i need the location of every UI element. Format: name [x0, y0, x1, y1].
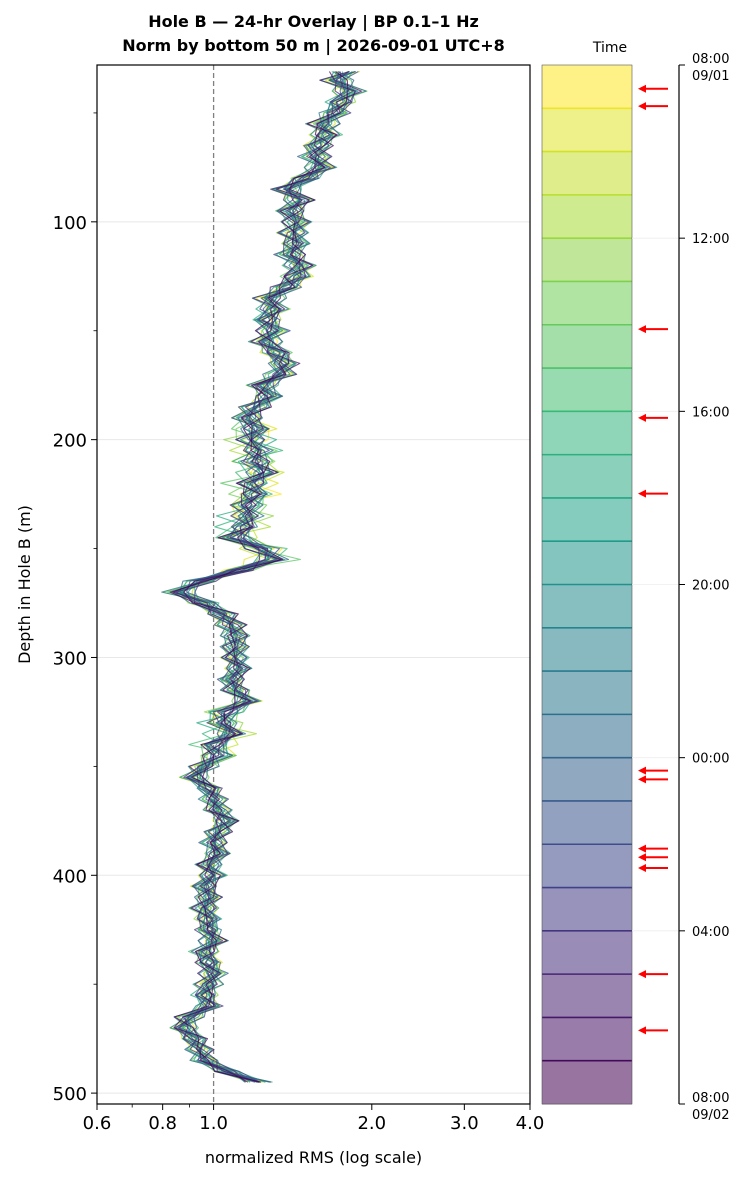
y-tick-label: 400: [53, 866, 87, 887]
time-tick-label: 12:00: [692, 232, 729, 247]
colorbar-label: Time: [592, 40, 627, 56]
y-axis-label: Depth in Hole B (m): [15, 505, 34, 664]
event-arrow-head: [638, 844, 646, 853]
event-arrow-head: [638, 853, 646, 862]
trace-line: [172, 70, 356, 1083]
chart-title-line1: Hole B — 24-hr Overlay | BP 0.1–1 Hz: [148, 12, 479, 31]
colorbar-bin: [542, 757, 632, 802]
colorbar-bin: [542, 368, 632, 412]
time-tick-label: 04:00: [692, 925, 729, 940]
event-arrow-head: [638, 84, 646, 93]
x-tick-label: 3.0: [450, 1113, 479, 1134]
colorbar-bin: [542, 411, 632, 456]
x-axis-label: normalized RMS (log scale): [205, 1148, 422, 1167]
event-arrow-head: [638, 413, 646, 422]
y-tick-label: 100: [53, 213, 87, 234]
colorbar-bin: [542, 714, 632, 759]
time-tick-label: 09/02: [692, 1108, 729, 1123]
colorbar-bin: [542, 454, 632, 499]
event-arrow-head: [638, 766, 646, 775]
time-tick-label: 16:00: [692, 405, 729, 420]
y-tick-label: 500: [53, 1084, 87, 1105]
colorbar-bin: [542, 194, 632, 239]
colorbar-bin: [542, 627, 632, 672]
y-tick-label: 300: [53, 648, 87, 669]
x-tick-label: 0.6: [83, 1113, 112, 1134]
x-tick-label: 4.0: [516, 1113, 545, 1134]
colorbar-bin: [542, 844, 632, 889]
colorbar-bin: [542, 324, 632, 369]
time-tick-label: 09/01: [692, 69, 729, 84]
colorbar-bin: [542, 887, 632, 932]
trace-line: [169, 71, 349, 1083]
event-arrow-head: [638, 1026, 646, 1035]
colorbar-bin: [542, 930, 632, 975]
event-arrow-head: [638, 489, 646, 498]
colorbar-bin: [542, 1017, 632, 1062]
colorbar-bin: [542, 541, 632, 585]
colorbar-bin: [542, 974, 632, 1018]
trace-line: [169, 71, 355, 1083]
event-arrow-head: [638, 970, 646, 979]
chart-title-line2: Norm by bottom 50 m | 2026-09-01 UTC+8: [122, 36, 505, 55]
colorbar-bin: [542, 238, 632, 282]
trace-line: [161, 71, 356, 1083]
event-arrow-head: [638, 325, 646, 334]
traces: [161, 70, 368, 1083]
colorbar-bin: [542, 281, 632, 326]
y-tick-label: 200: [53, 431, 87, 452]
colorbar-bin: [542, 800, 632, 845]
time-tick-label: 08:00: [692, 1091, 729, 1106]
time-tick-label: 08:00: [692, 52, 729, 67]
colorbar-bin: [542, 65, 632, 109]
colorbar-bin: [542, 1060, 632, 1105]
event-arrow-head: [638, 775, 646, 784]
x-tick-label: 2.0: [357, 1113, 386, 1134]
time-tick-label: 00:00: [692, 752, 729, 767]
colorbar-bin: [542, 584, 632, 629]
x-tick-label: 1.0: [199, 1113, 228, 1134]
trace-line: [178, 71, 352, 1083]
x-tick-label: 0.8: [148, 1113, 177, 1134]
trace-line: [175, 71, 353, 1083]
event-arrow-head: [638, 864, 646, 873]
time-tick-label: 20:00: [692, 579, 729, 594]
trace-line: [162, 70, 357, 1083]
colorbar-bin: [542, 151, 632, 196]
colorbar-bin: [542, 108, 632, 153]
colorbar-bin: [542, 671, 632, 715]
colorbar-bin: [542, 497, 632, 542]
plot-frame: [96, 64, 531, 1105]
event-arrow-head: [638, 102, 646, 111]
